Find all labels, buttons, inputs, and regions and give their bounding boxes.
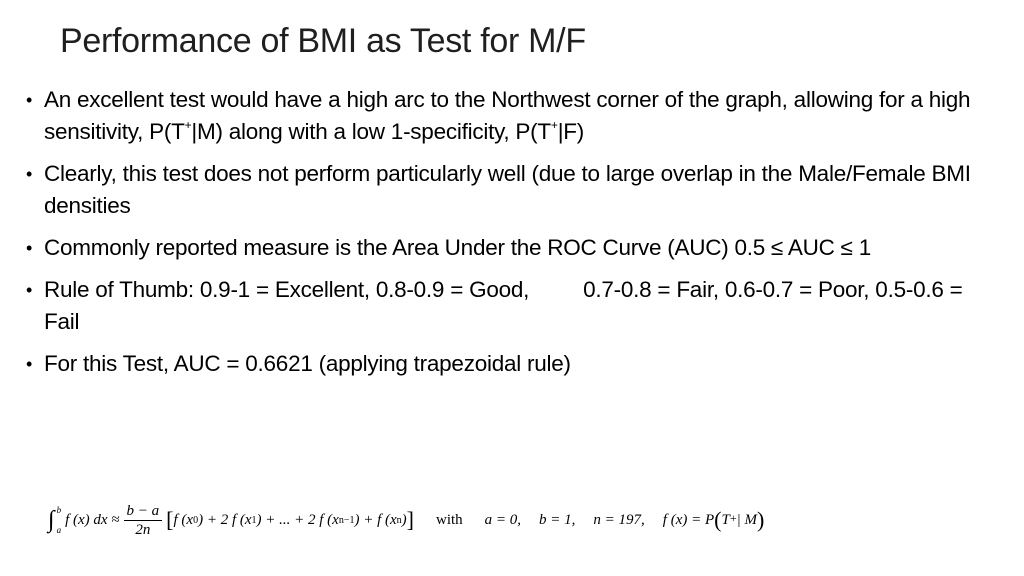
superscript: + [550,117,558,132]
bullet-text: 0.7-0.8 = Fair, 0.6-0.7 = Poor, 0.5-0.6 … [44,277,963,334]
bullet-marker: • [26,280,33,300]
param-a: a = 0, [484,511,522,528]
integrand: f (x) dx ≈ [65,511,120,528]
bracket-close: ] [406,507,414,532]
sum-term: f (x [173,511,194,528]
superscript: + [184,117,192,132]
definition-lhs: f (x) = P [662,511,715,528]
definition-t: T [721,511,730,528]
bullet-item: • For this Test, AUC = 0.6621 (applying … [26,348,1001,380]
bullet-text: |F) [557,119,585,144]
bullet-item: • Commonly reported measure is the Area … [26,232,1001,264]
with-word: with [435,511,463,528]
subscript: 0 [193,514,199,526]
integral-limits: b a [57,505,62,535]
sum-term: ) + ... + 2 f (x [256,511,339,528]
subscript: n [396,514,402,526]
paren-close: ) [756,507,765,532]
upper-limit: b [56,505,62,515]
sum-term: ) + 2 f (x [198,511,252,528]
definition-rest: | M [736,511,757,528]
bullet-marker: • [26,354,33,374]
paren-open: ( [714,507,722,532]
bullet-text: Rule of Thumb: 0.9-1 = Excellent, 0.8-0.… [44,277,530,302]
param-b: b = 1, [539,511,576,528]
bullet-list: • An excellent test would have a high ar… [26,84,1001,390]
fraction-numerator: b − a [123,502,163,521]
bullet-text: |M) along with a low 1-specificity, P(T [191,119,551,144]
bullet-item: • An excellent test would have a high ar… [26,84,1001,148]
bullet-text: For this Test, AUC = 0.6621 (applying tr… [44,351,571,376]
param-n: n = 197, [593,511,645,528]
bullet-text: Clearly, this test does not perform part… [44,161,971,218]
bullet-text: An excellent test would have a high arc … [44,87,971,144]
bracket-open: [ [166,507,174,532]
bullet-marker: • [26,164,33,184]
fraction: b − a 2n [123,502,163,539]
lower-limit: a [56,525,62,535]
subscript: 1 [251,514,257,526]
trapezoidal-formula: ∫ b a f (x) dx ≈ b − a 2n [ f (x 0) + 2 f… [48,502,765,539]
integral-sign: ∫ [48,506,55,533]
bullet-marker: • [26,238,33,258]
subscript: n−1 [338,514,355,526]
sum-term: ) [401,511,407,528]
slide-title: Performance of BMI as Test for M/F [60,22,586,60]
sum-term: ) + f (x [354,511,397,528]
bullet-text: Commonly reported measure is the Area Un… [44,235,872,260]
bullet-item: • Rule of Thumb: 0.9-1 = Excellent, 0.8-… [26,274,1001,338]
bullet-item: • Clearly, this test does not perform pa… [26,158,1001,222]
bullet-marker: • [26,90,33,110]
fraction-denominator: 2n [135,521,151,538]
